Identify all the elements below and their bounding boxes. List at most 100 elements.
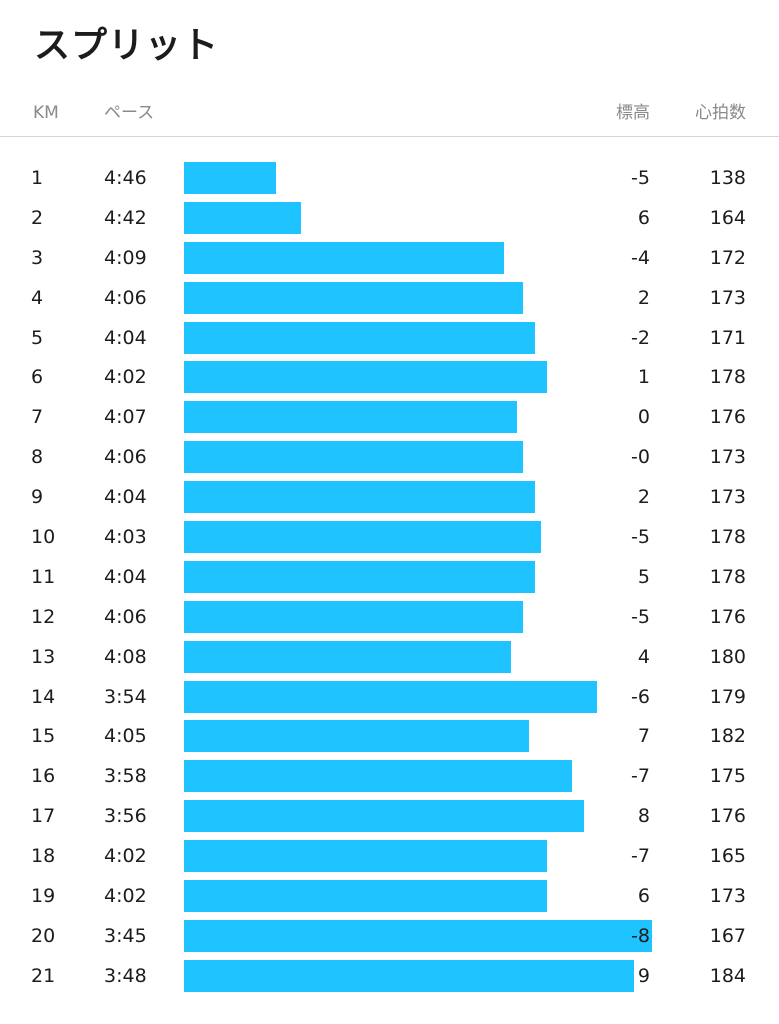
pace-bar <box>184 840 548 873</box>
split-pace: 4:08 <box>104 645 147 668</box>
split-heart-rate: 173 <box>709 286 746 309</box>
pace-bar <box>184 760 573 793</box>
split-elevation: 2 <box>637 486 650 509</box>
split-pace: 4:02 <box>104 845 147 868</box>
split-pace: 4:02 <box>104 366 147 389</box>
split-elevation: -5 <box>631 526 650 549</box>
split-heart-rate: 172 <box>709 246 746 269</box>
pace-bar <box>184 361 548 394</box>
split-elevation: -4 <box>631 246 650 269</box>
split-row: 3 4:09 -4 172 <box>0 238 779 278</box>
split-row: 15 4:05 7 182 <box>0 716 779 756</box>
split-row: 18 4:02 -7 165 <box>0 836 779 876</box>
header-pace: ペース <box>104 103 155 123</box>
split-heart-rate: 182 <box>709 725 746 748</box>
pace-bar <box>184 919 653 952</box>
split-heart-rate: 173 <box>709 486 746 509</box>
split-row: 5 4:04 -2 171 <box>0 318 779 358</box>
split-heart-rate: 178 <box>709 526 746 549</box>
split-heart-rate: 173 <box>709 885 746 908</box>
split-elevation: 4 <box>637 645 650 668</box>
split-km: 5 <box>31 326 44 349</box>
split-row: 12 4:06 -5 176 <box>0 597 779 637</box>
split-row: 16 3:58 -7 175 <box>0 756 779 796</box>
split-pace: 4:07 <box>104 406 147 429</box>
page-title: スプリット <box>34 25 220 66</box>
split-km: 11 <box>31 565 56 588</box>
pace-bar <box>184 162 277 194</box>
pace-bar <box>184 321 536 354</box>
pace-bar <box>184 401 517 434</box>
split-heart-rate: 175 <box>709 765 746 788</box>
split-pace: 4:05 <box>104 725 147 748</box>
split-row: 6 4:02 1 178 <box>0 357 779 397</box>
split-row: 9 4:04 2 173 <box>0 477 779 517</box>
split-elevation: -6 <box>631 685 650 708</box>
split-elevation: -2 <box>631 326 650 349</box>
pace-bar <box>184 680 597 713</box>
split-pace: 3:48 <box>104 964 147 987</box>
split-elevation: 0 <box>637 406 650 429</box>
pace-bar <box>184 481 536 514</box>
split-row: 8 4:06 -0 173 <box>0 437 779 477</box>
split-km: 17 <box>31 805 56 828</box>
split-row: 19 4:02 6 173 <box>0 876 779 916</box>
split-heart-rate: 173 <box>709 446 746 469</box>
split-pace: 4:06 <box>104 286 147 309</box>
header-elevation: 標高 <box>616 103 650 123</box>
split-row: 10 4:03 -5 178 <box>0 517 779 557</box>
split-row: 7 4:07 0 176 <box>0 397 779 437</box>
split-km: 13 <box>31 645 56 668</box>
split-elevation: -7 <box>631 845 650 868</box>
split-km: 7 <box>31 406 44 429</box>
pace-bar <box>184 241 505 274</box>
split-row: 11 4:04 5 178 <box>0 557 779 597</box>
split-heart-rate: 179 <box>709 685 746 708</box>
split-elevation: 1 <box>637 366 650 389</box>
split-pace: 3:56 <box>104 805 147 828</box>
split-elevation: 8 <box>637 805 650 828</box>
pace-bar <box>184 521 542 554</box>
pace-bar <box>184 201 301 234</box>
split-row: 13 4:08 4 180 <box>0 637 779 677</box>
split-row: 17 3:56 8 176 <box>0 796 779 836</box>
header-heart-rate: 心拍数 <box>695 103 746 123</box>
split-elevation: -8 <box>631 924 650 947</box>
split-row: 20 3:45 -8 167 <box>0 916 779 956</box>
split-km: 20 <box>31 924 56 947</box>
split-km: 10 <box>31 526 56 549</box>
split-pace: 3:45 <box>104 924 147 947</box>
split-heart-rate: 138 <box>709 167 746 189</box>
split-km: 21 <box>31 964 56 987</box>
split-pace: 3:54 <box>104 685 147 708</box>
split-heart-rate: 178 <box>709 366 746 389</box>
header-km: KM <box>33 103 59 123</box>
split-km: 4 <box>31 286 44 309</box>
split-km: 19 <box>31 885 56 908</box>
split-pace: 3:58 <box>104 765 147 788</box>
split-row: 14 3:54 -6 179 <box>0 677 779 717</box>
split-heart-rate: 164 <box>709 206 746 229</box>
split-elevation: -7 <box>631 765 650 788</box>
split-km: 2 <box>31 206 44 229</box>
splits-header: KM ペース 標高 心拍数 <box>0 96 779 137</box>
split-heart-rate: 184 <box>709 964 746 987</box>
pace-bar <box>184 880 548 913</box>
pace-bar <box>184 441 523 474</box>
split-pace: 4:03 <box>104 526 147 549</box>
split-elevation: -0 <box>631 446 650 469</box>
split-elevation: 9 <box>637 964 650 987</box>
split-elevation: -5 <box>631 605 650 628</box>
split-km: 6 <box>31 366 44 389</box>
split-km: 1 <box>31 167 44 189</box>
split-km: 9 <box>31 486 44 509</box>
pace-bar <box>184 720 529 753</box>
split-row: 4 4:06 2 173 <box>0 278 779 318</box>
split-elevation: 5 <box>637 565 650 588</box>
split-elevation: 6 <box>637 206 650 229</box>
split-heart-rate: 165 <box>709 845 746 868</box>
split-km: 12 <box>31 605 56 628</box>
split-pace: 4:46 <box>104 167 147 189</box>
split-elevation: 7 <box>637 725 650 748</box>
split-elevation: -5 <box>631 167 650 189</box>
